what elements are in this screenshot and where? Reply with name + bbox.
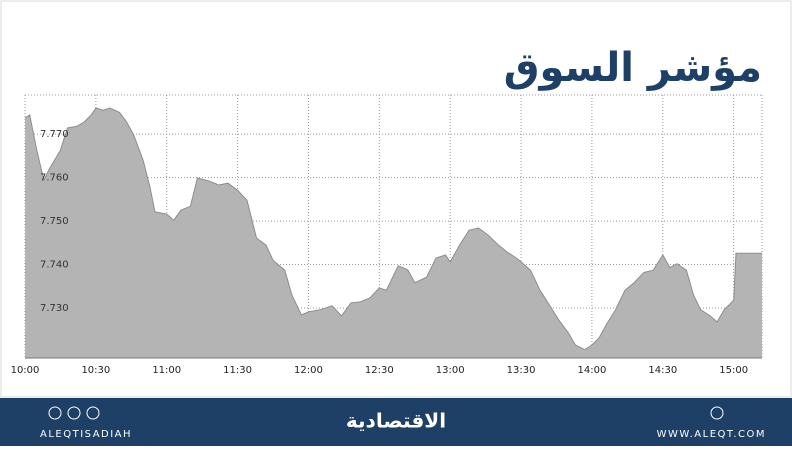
- footer-logo: الاقتصادية: [346, 409, 446, 433]
- x-tick-label: 10:30: [81, 365, 110, 376]
- chart-title: مؤشر السوق: [504, 45, 762, 91]
- y-tick-label: 7.750: [40, 216, 69, 227]
- x-tick-label: 12:30: [365, 365, 394, 376]
- area: [25, 108, 762, 358]
- footer-url: WWW.ALEQT.COM: [657, 429, 766, 440]
- x-tick-label: 13:00: [436, 365, 465, 376]
- y-tick-label: 7.740: [40, 260, 69, 271]
- social-icons: [48, 406, 724, 420]
- x-tick-label: 14:00: [578, 365, 607, 376]
- footer-handle: ALEQTISADIAH: [40, 429, 132, 440]
- x-tick-label: 14:30: [648, 365, 677, 376]
- x-tick-label: 11:00: [152, 365, 181, 376]
- y-tick-label: 7.730: [40, 303, 69, 314]
- x-tick-label: 15:00: [719, 365, 748, 376]
- y-tick-label: 7.770: [40, 129, 69, 140]
- footer-bar: [0, 398, 792, 446]
- x-tick-label: 13:30: [507, 365, 536, 376]
- frame: [0, 0, 792, 398]
- area-outline: [24, 107, 762, 351]
- x-tick-label: 11:30: [223, 365, 252, 376]
- x-tick-label: 12:00: [294, 365, 323, 376]
- y-tick-label: 7.760: [40, 173, 69, 184]
- x-tick-label: 10:00: [11, 365, 40, 376]
